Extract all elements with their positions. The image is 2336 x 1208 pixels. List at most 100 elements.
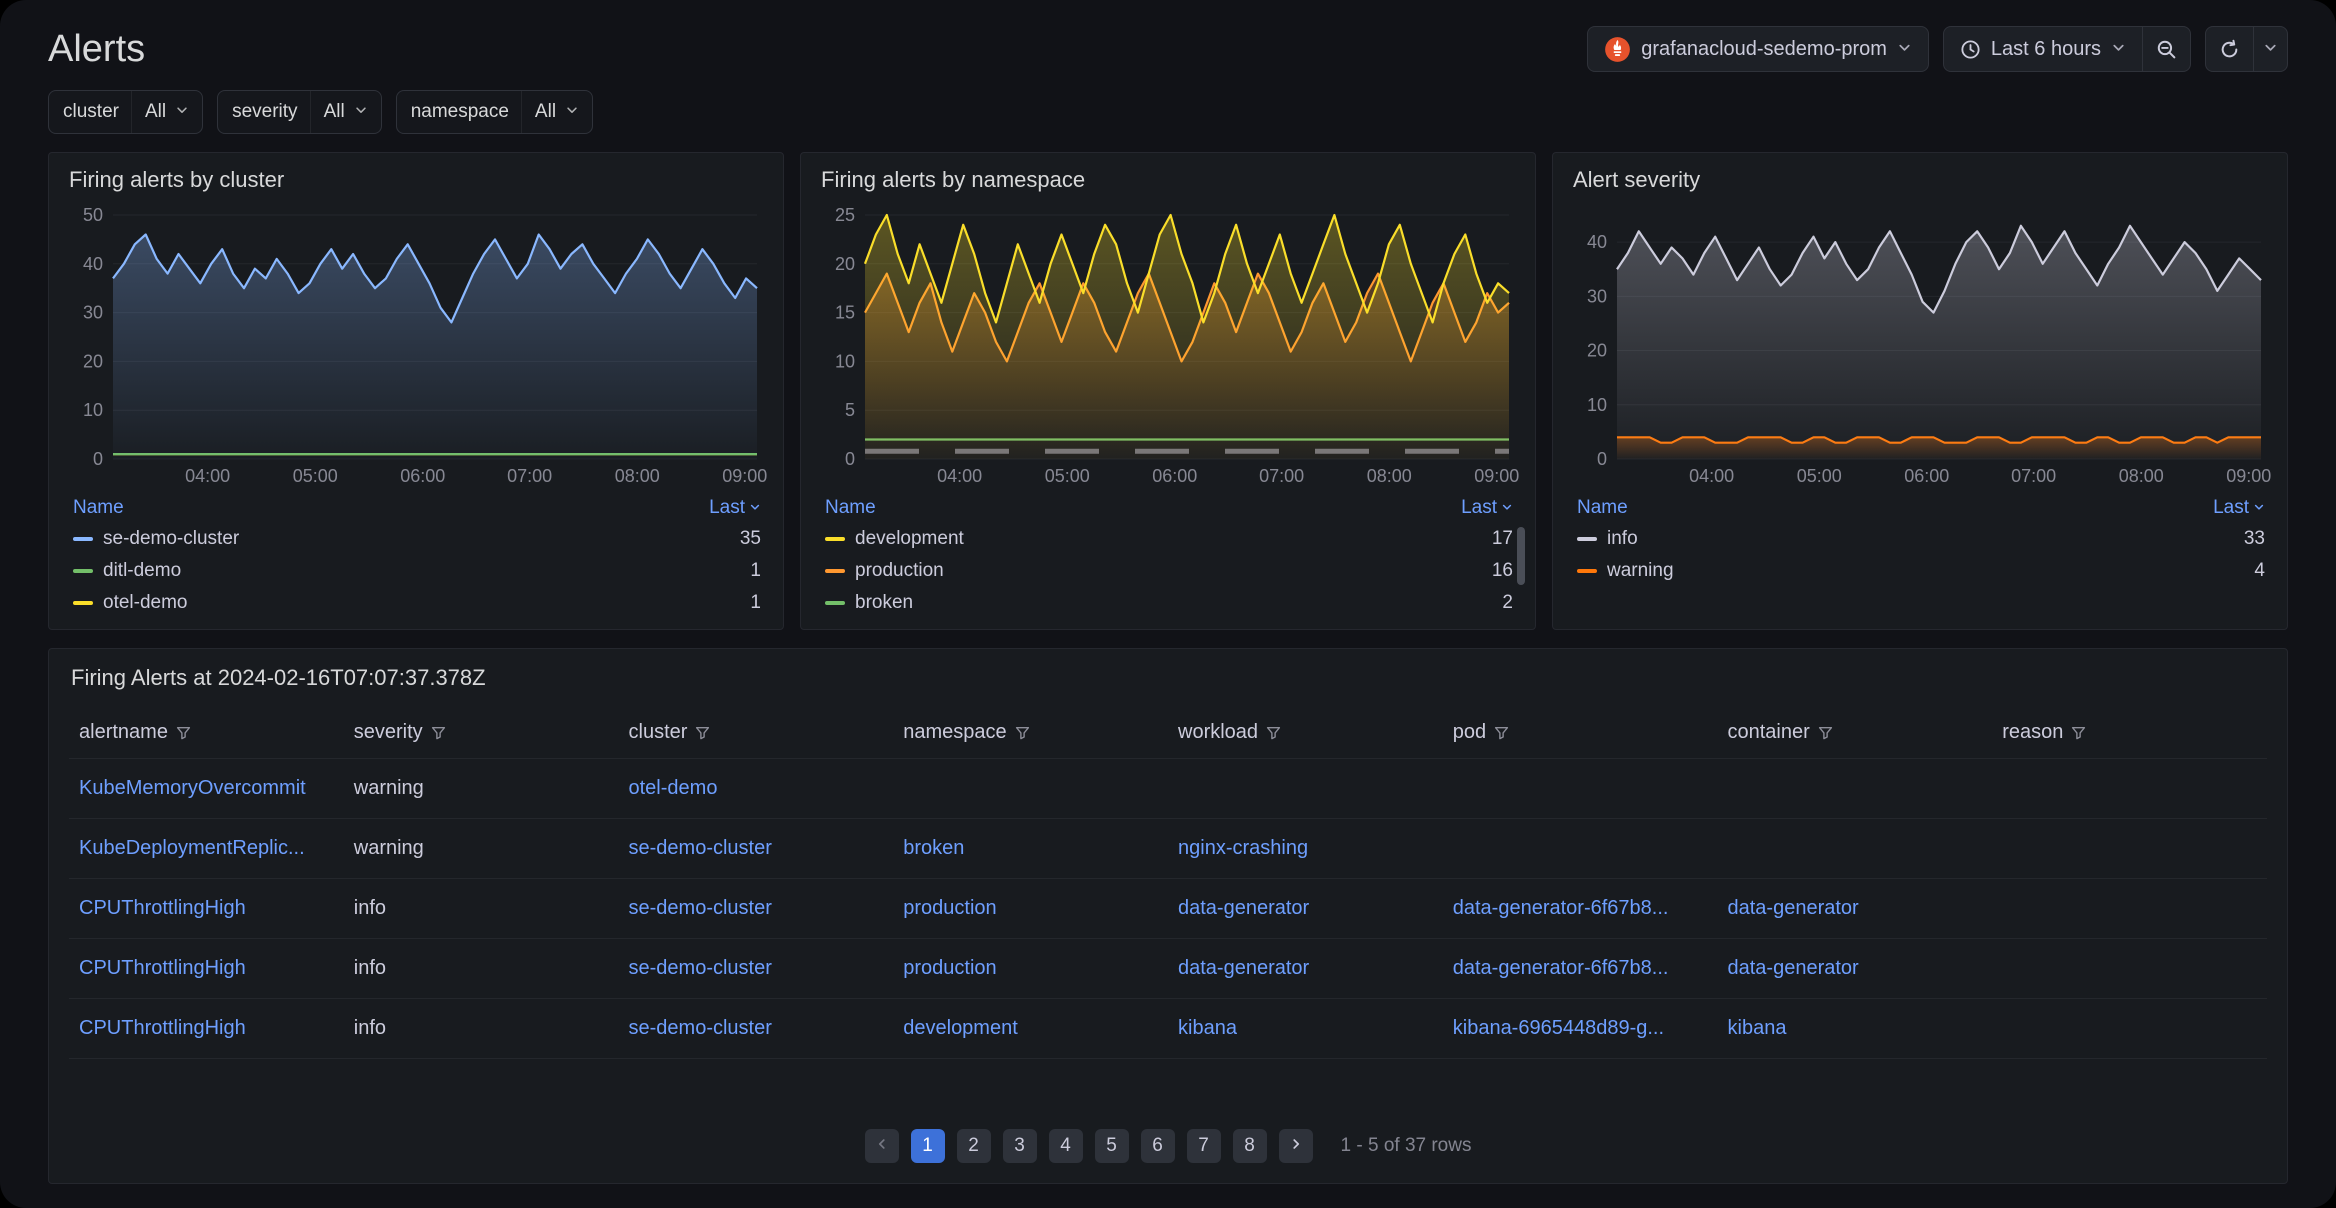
legend-item[interactable]: development17 <box>817 523 1519 555</box>
cell-link[interactable]: se-demo-cluster <box>629 1017 772 1039</box>
time-range-value: Last 6 hours <box>1991 38 2101 61</box>
table-panel-title[interactable]: Firing Alerts at 2024-02-16T07:07:37.378… <box>71 665 2267 691</box>
svg-text:06:00: 06:00 <box>400 466 445 486</box>
filter-icon[interactable] <box>695 725 710 740</box>
pagination-page-3[interactable]: 3 <box>1003 1129 1037 1163</box>
legend-last-header[interactable]: Last <box>709 497 761 519</box>
pagination-summary: 1 - 5 of 37 rows <box>1341 1135 1472 1157</box>
pagination-page-6[interactable]: 6 <box>1141 1129 1175 1163</box>
filter-icon[interactable] <box>1818 725 1833 740</box>
table-cell-workload: data-generator <box>1168 879 1443 939</box>
pagination-page-7[interactable]: 7 <box>1187 1129 1221 1163</box>
cell-link[interactable]: se-demo-cluster <box>629 897 772 919</box>
cell-link[interactable]: kibana <box>1178 1017 1237 1039</box>
cell-link[interactable]: production <box>903 957 996 979</box>
table-cell-severity: info <box>344 879 619 939</box>
pagination-page-5[interactable]: 5 <box>1095 1129 1129 1163</box>
series-color-swatch <box>1577 569 1597 573</box>
cell-link[interactable]: KubeMemoryOvercommit <box>79 777 306 799</box>
legend-item[interactable]: ditl-demo1 <box>65 555 767 587</box>
cell-link[interactable]: se-demo-cluster <box>629 957 772 979</box>
cell-link[interactable]: data-generator-6f67b8... <box>1453 957 1669 979</box>
pagination-next-button[interactable] <box>1279 1129 1313 1163</box>
cell-link[interactable]: CPUThrottlingHigh <box>79 897 246 919</box>
table-cell-namespace: production <box>893 939 1168 999</box>
cell-link[interactable]: data-generator <box>1728 897 1859 919</box>
refresh-interval-dropdown[interactable] <box>2253 26 2288 72</box>
cell-link[interactable]: development <box>903 1017 1018 1039</box>
filter-icon[interactable] <box>176 725 191 740</box>
column-header-pod[interactable]: pod <box>1443 709 1718 759</box>
legend-name-header[interactable]: Name <box>1577 497 1628 519</box>
cell-link[interactable]: data-generator <box>1178 957 1309 979</box>
legend-name-header[interactable]: Name <box>825 497 876 519</box>
filter-severity-value[interactable]: All <box>310 91 381 133</box>
datasource-picker[interactable]: grafanacloud-sedemo-prom <box>1587 26 1929 72</box>
column-header-reason[interactable]: reason <box>1992 709 2267 759</box>
legend-last-header[interactable]: Last <box>1461 497 1513 519</box>
legend-item[interactable]: info33 <box>1569 523 2271 555</box>
table-cell-workload <box>1168 759 1443 819</box>
cell-link[interactable]: production <box>903 897 996 919</box>
legend-item[interactable]: ditl-demo-prod1 <box>817 619 1519 621</box>
panel-title[interactable]: Firing alerts by cluster <box>69 167 767 193</box>
cell-link[interactable]: broken <box>903 837 964 859</box>
pagination-page-2[interactable]: 2 <box>957 1129 991 1163</box>
cell-link[interactable]: kibana-6965448d89-g... <box>1453 1017 1664 1039</box>
cell-link[interactable]: otel-demo <box>629 777 718 799</box>
legend-item[interactable]: production16 <box>817 555 1519 587</box>
legend-item[interactable]: se-demo-cluster35 <box>65 523 767 555</box>
zoom-out-button[interactable] <box>2142 26 2191 72</box>
column-header-alertname[interactable]: alertname <box>69 709 344 759</box>
column-header-cluster[interactable]: cluster <box>619 709 894 759</box>
filter-icon[interactable] <box>1266 725 1281 740</box>
filter-icon[interactable] <box>431 725 446 740</box>
legend-item[interactable]: warning4 <box>1569 555 2271 587</box>
svg-text:07:00: 07:00 <box>2011 466 2056 486</box>
legend-item[interactable]: otel-demo1 <box>65 587 767 619</box>
cell-link[interactable]: nginx-crashing <box>1178 837 1308 859</box>
alert-severity-chart[interactable]: 01020304004:0005:0006:0007:0008:0009:00 <box>1569 203 2271 489</box>
series-last-value: 35 <box>740 528 761 550</box>
cell-link[interactable]: data-generator <box>1178 897 1309 919</box>
column-header-container[interactable]: container <box>1718 709 1993 759</box>
filter-icon[interactable] <box>1494 725 1509 740</box>
filter-namespace: namespace All <box>396 90 593 134</box>
filter-namespace-value[interactable]: All <box>521 91 592 133</box>
firing-alerts-by-cluster-chart[interactable]: 0102030405004:0005:0006:0007:0008:0009:0… <box>65 203 767 489</box>
table-cell-pod <box>1443 819 1718 879</box>
alerts-dashboard: Alerts grafanacloud-sedemo-prom Last 6 h… <box>0 0 2336 1208</box>
cell-link[interactable]: CPUThrottlingHigh <box>79 1017 246 1039</box>
firing-alerts-by-namespace-chart[interactable]: 051015202504:0005:0006:0007:0008:0009:00 <box>817 203 1519 489</box>
cell-link[interactable]: data-generator-6f67b8... <box>1453 897 1669 919</box>
filter-cluster-value[interactable]: All <box>131 91 202 133</box>
cell-link[interactable]: se-demo-cluster <box>629 837 772 859</box>
svg-text:5: 5 <box>845 400 855 420</box>
cell-link[interactable]: CPUThrottlingHigh <box>79 957 246 979</box>
filter-icon[interactable] <box>2071 725 2086 740</box>
filter-icon[interactable] <box>1015 725 1030 740</box>
legend-item[interactable]: broken2 <box>817 587 1519 619</box>
legend-name-header[interactable]: Name <box>73 497 124 519</box>
time-range-picker[interactable]: Last 6 hours <box>1943 26 2143 72</box>
column-header-namespace[interactable]: namespace <box>893 709 1168 759</box>
table-cell-reason <box>1992 879 2267 939</box>
cell-link[interactable]: KubeDeploymentReplic... <box>79 837 305 859</box>
refresh-button[interactable] <box>2205 26 2254 72</box>
panel-title[interactable]: Alert severity <box>1573 167 2271 193</box>
pagination-page-1[interactable]: 1 <box>911 1129 945 1163</box>
legend-last-header[interactable]: Last <box>2213 497 2265 519</box>
column-header-severity[interactable]: severity <box>344 709 619 759</box>
table-cell-cluster: otel-demo <box>619 759 894 819</box>
pagination-prev-button[interactable] <box>865 1129 899 1163</box>
table-row: CPUThrottlingHigh info se-demo-cluster prod… <box>69 879 2267 939</box>
cell-link[interactable]: data-generator <box>1728 957 1859 979</box>
panel-title[interactable]: Firing alerts by namespace <box>821 167 1519 193</box>
table-cell-severity: info <box>344 939 619 999</box>
pagination-page-4[interactable]: 4 <box>1049 1129 1083 1163</box>
legend-scrollbar[interactable] <box>1517 527 1525 585</box>
cell-link[interactable]: kibana <box>1728 1017 1787 1039</box>
column-header-workload[interactable]: workload <box>1168 709 1443 759</box>
panel-firing-alerts-by-cluster: Firing alerts by cluster 0102030405004:0… <box>48 152 784 630</box>
pagination-page-8[interactable]: 8 <box>1233 1129 1267 1163</box>
